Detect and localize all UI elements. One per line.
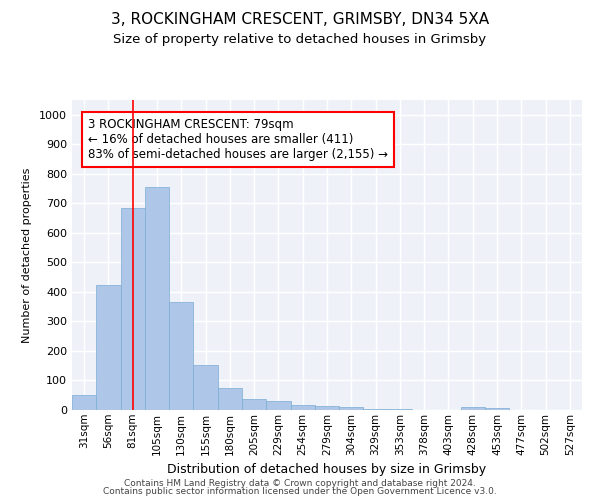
Bar	[193, 365, 218, 410]
Bar	[266, 400, 290, 410]
Text: 3 ROCKINGHAM CRESCENT: 79sqm
← 16% of detached houses are smaller (411)
83% of s: 3 ROCKINGHAM CRESCENT: 79sqm ← 16% of de…	[88, 118, 388, 160]
Text: Contains public sector information licensed under the Open Government Licence v3: Contains public sector information licen…	[103, 487, 497, 496]
Bar	[121, 208, 145, 410]
Bar	[169, 302, 193, 410]
Bar	[485, 408, 509, 410]
Bar	[364, 408, 388, 410]
Bar	[145, 187, 169, 410]
Bar	[461, 407, 485, 410]
Bar	[218, 388, 242, 410]
Text: 3, ROCKINGHAM CRESCENT, GRIMSBY, DN34 5XA: 3, ROCKINGHAM CRESCENT, GRIMSBY, DN34 5X…	[111, 12, 489, 28]
Y-axis label: Number of detached properties: Number of detached properties	[22, 168, 32, 342]
X-axis label: Distribution of detached houses by size in Grimsby: Distribution of detached houses by size …	[167, 463, 487, 476]
Bar	[242, 399, 266, 410]
Bar	[96, 284, 121, 410]
Bar	[315, 406, 339, 410]
Bar	[388, 409, 412, 410]
Bar	[72, 395, 96, 410]
Bar	[339, 407, 364, 410]
Bar	[290, 404, 315, 410]
Text: Contains HM Land Registry data © Crown copyright and database right 2024.: Contains HM Land Registry data © Crown c…	[124, 478, 476, 488]
Text: Size of property relative to detached houses in Grimsby: Size of property relative to detached ho…	[113, 32, 487, 46]
